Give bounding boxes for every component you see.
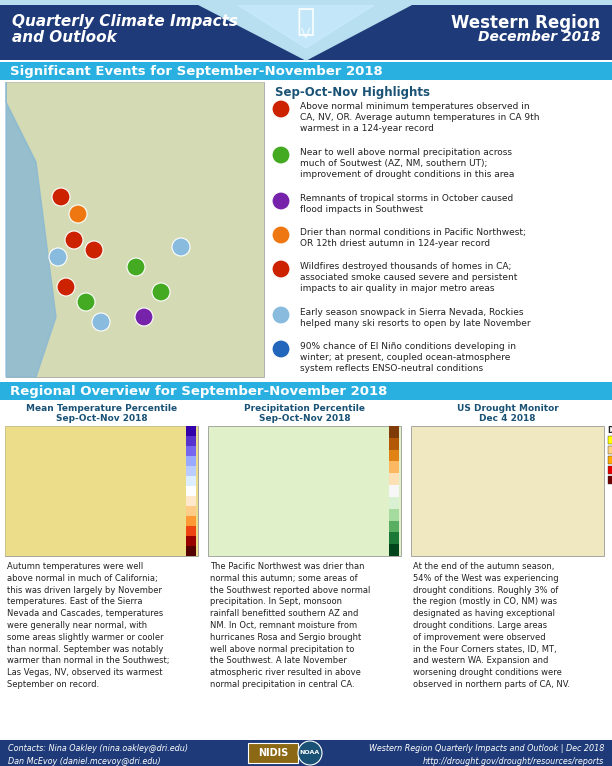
Text: Drier than normal conditions in Pacific Northwest;
OR 12th driest autumn in 124-: Drier than normal conditions in Pacific … xyxy=(300,228,526,248)
Circle shape xyxy=(298,741,322,765)
Text: Regional Overview for September-November 2018: Regional Overview for September-November… xyxy=(10,385,387,398)
Text: At the end of the autumn season,
54% of the West was experiencing
drought condit: At the end of the autumn season, 54% of … xyxy=(413,562,570,689)
Circle shape xyxy=(92,313,110,331)
Text: Quarterly Climate Impacts: Quarterly Climate Impacts xyxy=(12,14,238,29)
Text: NOAA: NOAA xyxy=(300,751,320,755)
FancyBboxPatch shape xyxy=(389,532,399,544)
FancyBboxPatch shape xyxy=(186,536,196,546)
Text: NIDIS: NIDIS xyxy=(258,748,288,758)
Text: Precipitation Percentile: Precipitation Percentile xyxy=(244,404,365,413)
Circle shape xyxy=(127,258,145,276)
FancyBboxPatch shape xyxy=(389,438,399,450)
Text: Above normal minimum temperatures observed in
CA, NV, OR. Average autumn tempera: Above normal minimum temperatures observ… xyxy=(300,102,540,133)
FancyBboxPatch shape xyxy=(608,436,612,444)
Text: Drought Categories: Drought Categories xyxy=(608,426,612,435)
Text: Wildfires destroyed thousands of homes in CA;
associated smoke caused severe and: Wildfires destroyed thousands of homes i… xyxy=(300,262,517,293)
FancyBboxPatch shape xyxy=(186,436,196,446)
Circle shape xyxy=(77,293,95,311)
Text: Sep-Oct-Nov Highlights: Sep-Oct-Nov Highlights xyxy=(275,86,430,99)
Text: ⌒: ⌒ xyxy=(297,8,315,37)
Text: US Drought Monitor: US Drought Monitor xyxy=(457,404,558,413)
Text: Near to well above normal precipitation across
much of Soutwest (AZ, NM, souther: Near to well above normal precipitation … xyxy=(300,148,514,179)
Polygon shape xyxy=(230,0,382,48)
FancyBboxPatch shape xyxy=(186,496,196,506)
FancyBboxPatch shape xyxy=(389,485,399,497)
Circle shape xyxy=(272,306,290,324)
FancyBboxPatch shape xyxy=(389,473,399,485)
Text: V: V xyxy=(301,27,311,41)
Circle shape xyxy=(57,278,75,296)
FancyBboxPatch shape xyxy=(389,426,399,438)
FancyBboxPatch shape xyxy=(411,426,604,556)
Text: Mean Temperature Percentile: Mean Temperature Percentile xyxy=(26,404,177,413)
FancyBboxPatch shape xyxy=(0,0,612,5)
FancyBboxPatch shape xyxy=(389,497,399,509)
Text: Contacts: Nina Oakley (nina.oakley@dri.edu)
Dan McEvoy (daniel.mcevoy@dri.edu): Contacts: Nina Oakley (nina.oakley@dri.e… xyxy=(8,744,188,765)
FancyBboxPatch shape xyxy=(389,461,399,473)
Circle shape xyxy=(172,238,190,256)
Text: Sep-Oct-Nov 2018: Sep-Oct-Nov 2018 xyxy=(56,414,147,423)
FancyBboxPatch shape xyxy=(6,82,264,377)
FancyBboxPatch shape xyxy=(186,456,196,466)
Circle shape xyxy=(135,308,153,326)
Text: 90% chance of El Niño conditions developing in
winter; at present, coupled ocean: 90% chance of El Niño conditions develop… xyxy=(300,342,516,373)
FancyBboxPatch shape xyxy=(186,506,196,516)
FancyBboxPatch shape xyxy=(389,544,399,556)
FancyBboxPatch shape xyxy=(608,476,612,484)
Text: Western Region: Western Region xyxy=(451,14,600,32)
FancyBboxPatch shape xyxy=(186,526,196,536)
Circle shape xyxy=(69,205,87,223)
FancyBboxPatch shape xyxy=(5,426,198,556)
Circle shape xyxy=(152,283,170,301)
Text: Early season snowpack in Sierra Nevada, Rockies
helped many ski resorts to open : Early season snowpack in Sierra Nevada, … xyxy=(300,308,531,328)
FancyBboxPatch shape xyxy=(389,509,399,521)
FancyBboxPatch shape xyxy=(186,466,196,476)
FancyBboxPatch shape xyxy=(0,382,612,400)
Circle shape xyxy=(65,231,83,249)
FancyBboxPatch shape xyxy=(0,0,612,60)
Circle shape xyxy=(272,100,290,118)
FancyBboxPatch shape xyxy=(608,446,612,454)
FancyBboxPatch shape xyxy=(186,516,196,526)
Text: Autumn temperatures were well
above normal in much of California;
this was drive: Autumn temperatures were well above norm… xyxy=(7,562,170,689)
Text: Remnants of tropical storms in October caused
flood impacts in Southwest: Remnants of tropical storms in October c… xyxy=(300,194,513,214)
Text: Significant Events for September-November 2018: Significant Events for September-Novembe… xyxy=(10,64,382,77)
FancyBboxPatch shape xyxy=(248,743,298,763)
FancyBboxPatch shape xyxy=(389,521,399,532)
Circle shape xyxy=(52,188,70,206)
FancyBboxPatch shape xyxy=(608,456,612,464)
FancyBboxPatch shape xyxy=(389,450,399,461)
FancyBboxPatch shape xyxy=(5,426,198,556)
Circle shape xyxy=(272,340,290,358)
FancyBboxPatch shape xyxy=(0,62,612,80)
Text: December 2018: December 2018 xyxy=(477,30,600,44)
FancyBboxPatch shape xyxy=(0,0,612,60)
Polygon shape xyxy=(6,82,56,377)
Text: Western Region Quarterly Impacts and Outlook | Dec 2018
http://drought.gov/droug: Western Region Quarterly Impacts and Out… xyxy=(368,744,604,765)
Text: and Outlook: and Outlook xyxy=(12,30,117,45)
FancyBboxPatch shape xyxy=(186,486,196,496)
FancyBboxPatch shape xyxy=(186,426,196,436)
Text: Sep-Oct-Nov 2018: Sep-Oct-Nov 2018 xyxy=(259,414,350,423)
FancyBboxPatch shape xyxy=(186,446,196,456)
FancyBboxPatch shape xyxy=(208,426,401,556)
Circle shape xyxy=(272,146,290,164)
FancyBboxPatch shape xyxy=(186,546,196,556)
FancyBboxPatch shape xyxy=(186,476,196,486)
Polygon shape xyxy=(190,0,420,60)
Circle shape xyxy=(272,226,290,244)
Circle shape xyxy=(272,260,290,278)
Text: Dec 4 2018: Dec 4 2018 xyxy=(479,414,536,423)
FancyBboxPatch shape xyxy=(6,82,264,377)
Circle shape xyxy=(85,241,103,259)
Circle shape xyxy=(49,248,67,266)
FancyBboxPatch shape xyxy=(0,740,612,766)
Circle shape xyxy=(272,192,290,210)
Text: The Pacific Northwest was drier than
normal this autumn; some areas of
the South: The Pacific Northwest was drier than nor… xyxy=(210,562,370,689)
FancyBboxPatch shape xyxy=(608,466,612,474)
